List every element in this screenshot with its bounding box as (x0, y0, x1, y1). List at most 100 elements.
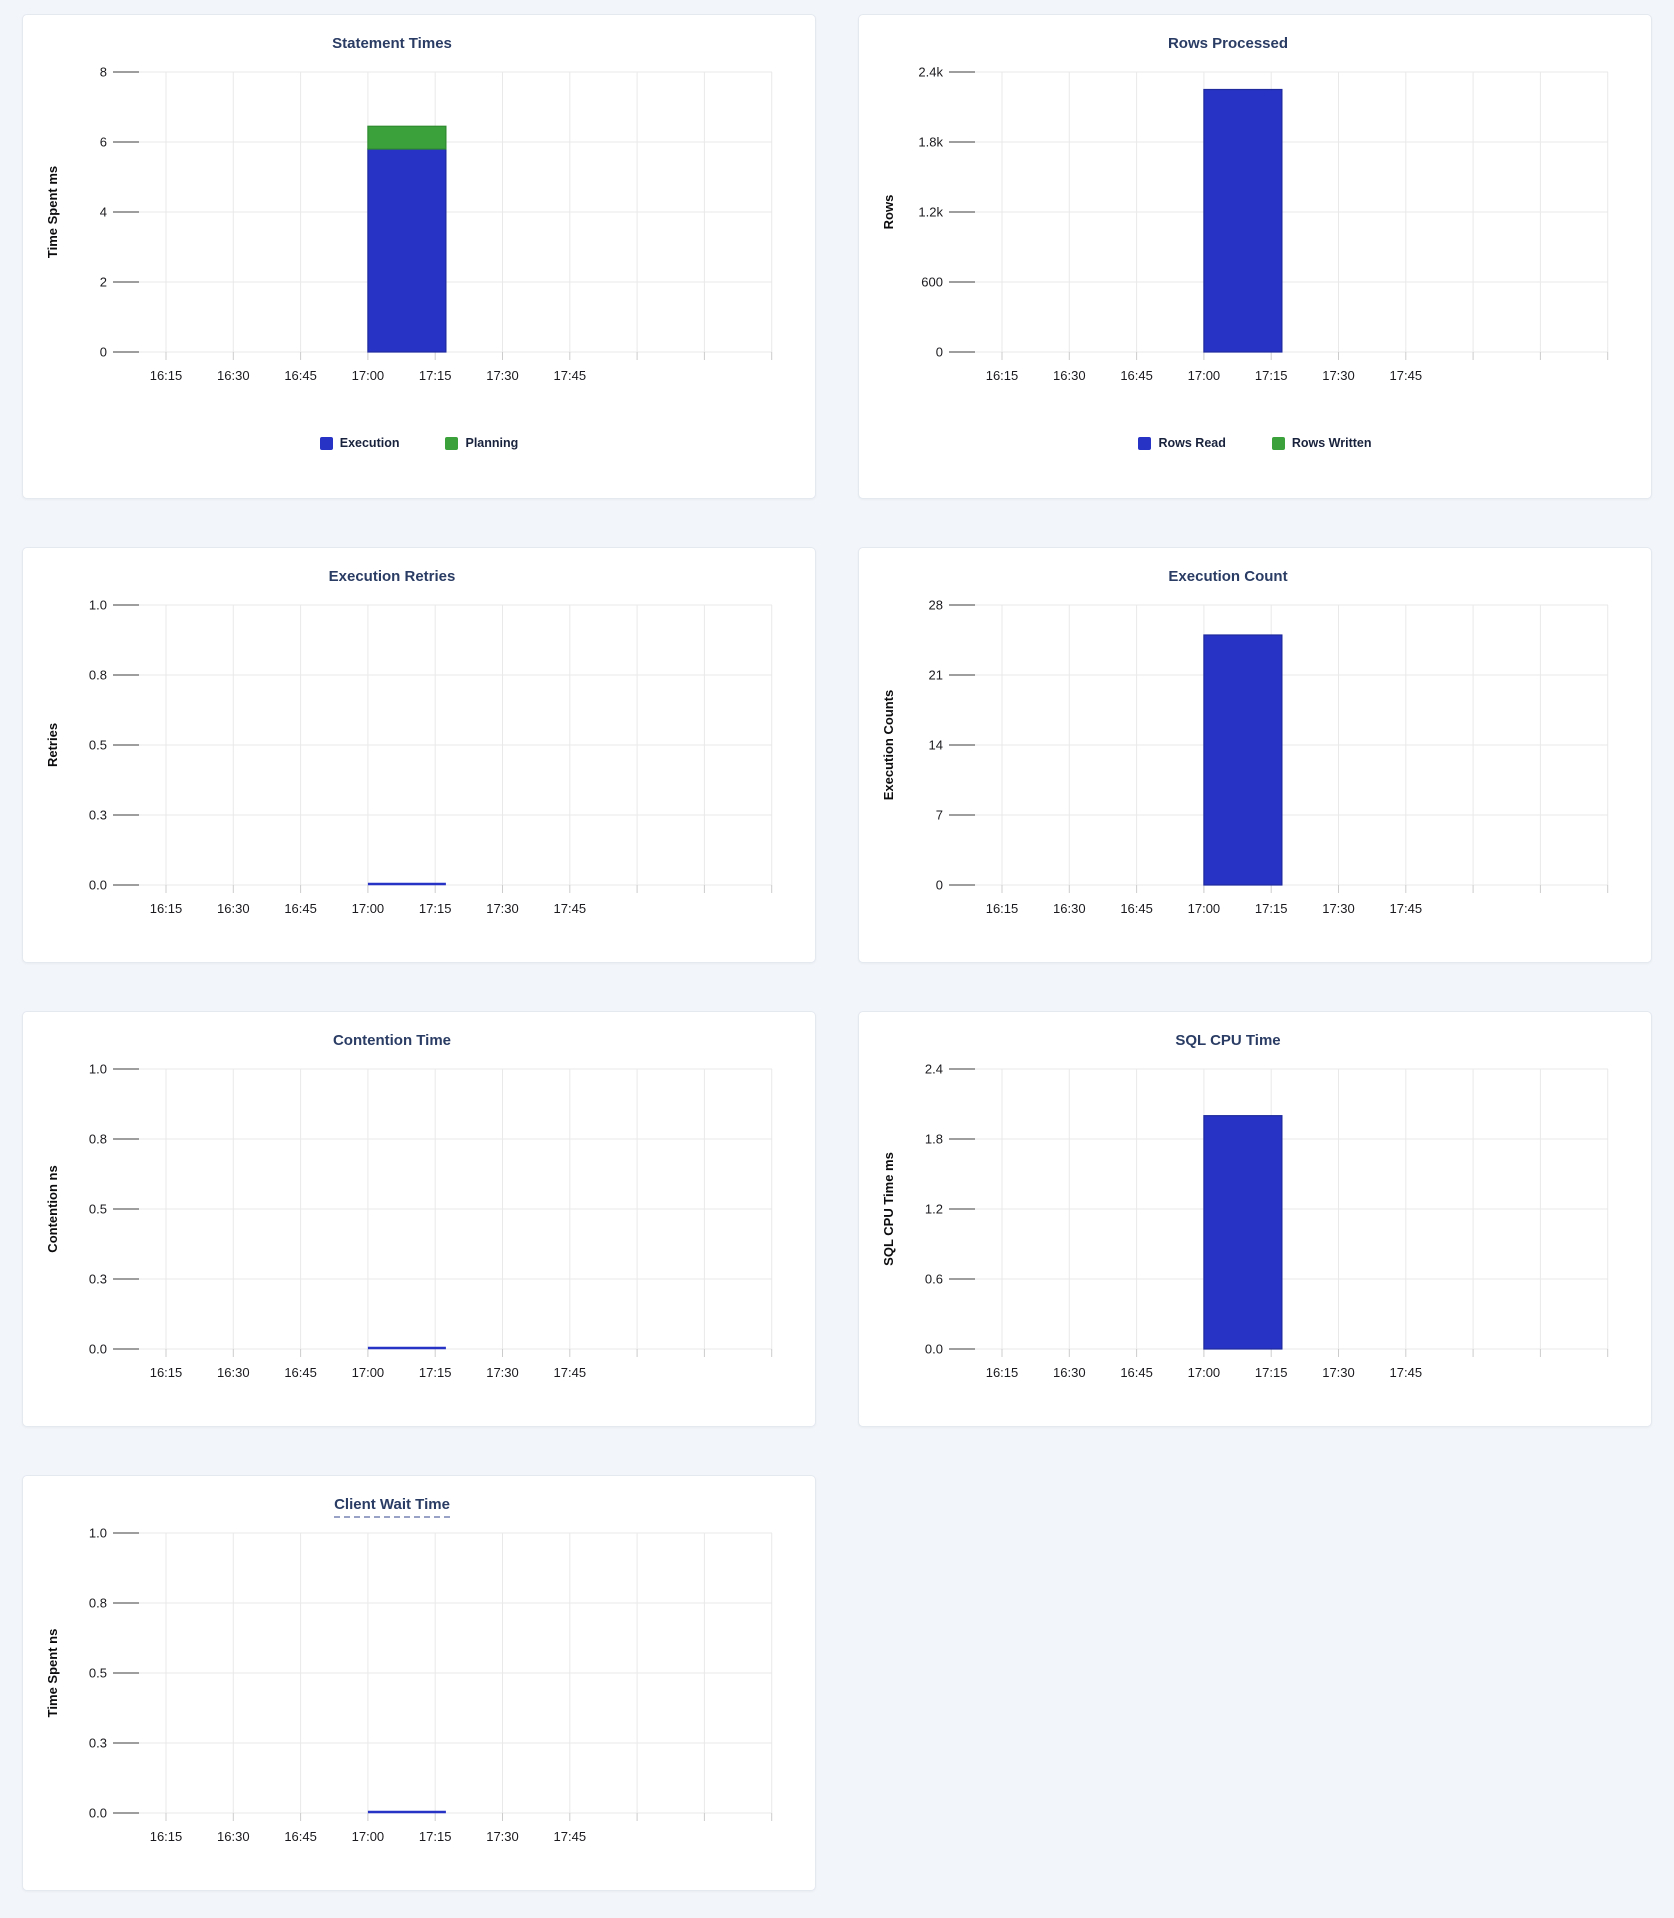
x-tick-label: 17:15 (1255, 368, 1288, 383)
x-tick-label: 16:15 (150, 1365, 183, 1380)
legend-label: Planning (465, 436, 519, 450)
bar-rows-read[interactable] (1203, 88, 1283, 353)
legend-item-execution[interactable]: Execution (319, 436, 400, 450)
legend-swatch (319, 436, 333, 450)
chart-card-execution-retries: Execution Retries 0.0 0.3 0.5 0.8 1.0 16:15 16… (22, 547, 816, 963)
x-tick-label: 17:45 (554, 1829, 587, 1844)
x-tick-label: 16:45 (284, 1829, 317, 1844)
y-tick-label: 1.0 (89, 1526, 107, 1541)
x-tick-label: 17:00 (1188, 901, 1221, 916)
statement-times-legend: Execution Planning (39, 436, 799, 450)
x-tick-label: 17:45 (1390, 1365, 1423, 1380)
x-tick-label: 17:45 (554, 901, 587, 916)
y-tick-label: 4 (100, 205, 107, 220)
x-tick-label: 17:30 (1322, 1365, 1355, 1380)
x-tick-label: 16:30 (217, 368, 250, 383)
y-axis-label: Execution Counts (881, 690, 896, 801)
chart-title-rows-processed: Rows Processed (1167, 35, 1289, 52)
legend-item-planning[interactable]: Planning (445, 436, 518, 450)
rows-processed-chart[interactable]: 0 600 1.2k 1.8k 2.4k 16:15 16:30 16:45 17:00 17:1… (875, 58, 1633, 392)
rows-processed-legend: Rows Read Rows Written (875, 436, 1635, 450)
y-axis-label: Contention ns (45, 1165, 60, 1252)
x-tick-label: 16:15 (986, 1365, 1019, 1380)
execution-retries-chart[interactable]: 0.0 0.3 0.5 0.8 1.0 16:15 16:30 16:45 17:00 17:15… (39, 591, 797, 925)
y-tick-label: 1.8k (918, 135, 943, 150)
x-tick-label: 16:30 (1053, 368, 1086, 383)
legend-label: Execution (339, 436, 400, 450)
y-tick-label: 0.5 (89, 1202, 107, 1217)
y-axis-label: Rows (881, 195, 896, 230)
y-tick-label: 0.8 (89, 1132, 107, 1147)
x-tick-label: 16:30 (1053, 1365, 1086, 1380)
x-tick-label: 17:30 (486, 901, 519, 916)
x-tick-label: 17:00 (352, 368, 385, 383)
statement-times-chart[interactable]: 0 2 4 6 8 16:15 16:30 16:45 17:00 17:15 17:30 17:45… (39, 58, 797, 392)
bar-execution-count[interactable] (1203, 634, 1283, 886)
x-tick-label: 17:15 (1255, 901, 1288, 916)
y-tick-label: 600 (921, 275, 943, 290)
y-tick-label: 1.0 (89, 1062, 107, 1077)
x-tick-label: 16:45 (284, 368, 317, 383)
y-tick-label: 0 (936, 878, 943, 893)
y-tick-label: 0.3 (89, 1736, 107, 1751)
chart-title-client-wait-time[interactable]: Client Wait Time (39, 1488, 745, 1519)
y-tick-label: 2.4k (918, 65, 943, 80)
legend-item-rows-read[interactable]: Rows Read (1138, 436, 1226, 450)
y-tick-label: 2 (100, 275, 107, 290)
y-tick-label: 0.0 (925, 1342, 943, 1357)
x-tick-label: 17:30 (486, 1829, 519, 1844)
contention-time-chart[interactable]: 0.0 0.3 0.5 0.8 1.0 16:15 16:30 16:45 17:00 17:15… (39, 1055, 797, 1389)
x-tick-label: 17:30 (486, 1365, 519, 1380)
bar-execution[interactable] (367, 148, 447, 353)
y-tick-label: 1.2 (925, 1202, 943, 1217)
x-tick-label: 17:15 (419, 1365, 452, 1380)
charts-grid: Statement Times 0 2 4 6 8 16:15 16:30 16:45 17:0… (22, 14, 1652, 1891)
y-tick-label: 0.5 (89, 1666, 107, 1681)
y-tick-label: 0.8 (89, 668, 107, 683)
legend-item-rows-written[interactable]: Rows Written (1271, 436, 1372, 450)
sql-cpu-time-chart[interactable]: 0.0 0.6 1.2 1.8 2.4 16:15 16:30 16:45 17:00 17:15… (875, 1055, 1633, 1389)
bar-planning[interactable] (367, 125, 447, 150)
chart-card-contention-time: Contention Time 0.0 0.3 0.5 0.8 1.0 16:15 16:3… (22, 1011, 816, 1427)
x-tick-label: 17:15 (419, 901, 452, 916)
x-tick-label: 16:15 (150, 1829, 183, 1844)
chart-card-sql-cpu-time: SQL CPU Time 0.0 0.6 1.2 1.8 2.4 16:15 16:30 16… (858, 1011, 1652, 1427)
y-axis-label: Time Spent ms (45, 166, 60, 258)
y-tick-label: 0.0 (89, 1342, 107, 1357)
y-tick-label: 0 (936, 345, 943, 360)
chart-card-execution-count: Execution Count 0 7 14 21 28 16:15 16:30 16:45 1… (858, 547, 1652, 963)
y-tick-label: 0.0 (89, 878, 107, 893)
x-tick-label: 17:30 (1322, 368, 1355, 383)
legend-swatch (1138, 436, 1152, 450)
y-tick-label: 8 (100, 65, 107, 80)
y-tick-label: 14 (929, 738, 943, 753)
x-tick-label: 16:15 (150, 901, 183, 916)
x-tick-label: 17:45 (554, 368, 587, 383)
x-tick-label: 17:45 (554, 1365, 587, 1380)
x-tick-label: 16:45 (1120, 368, 1153, 383)
x-tick-label: 17:00 (352, 1365, 385, 1380)
legend-label: Rows Read (1158, 436, 1226, 450)
chart-card-rows-processed: Rows Processed 0 600 1.2k 1.8k 2.4k 16:15 16:3… (858, 14, 1652, 499)
chart-title-sql-cpu-time: SQL CPU Time (1175, 1032, 1281, 1049)
y-tick-label: 1.8 (925, 1132, 943, 1147)
y-tick-label: 1.0 (89, 598, 107, 613)
x-tick-label: 17:15 (1255, 1365, 1288, 1380)
client-wait-time-chart[interactable]: 0.0 0.3 0.5 0.8 1.0 16:15 16:30 16:45 17:00 17:15… (39, 1519, 797, 1853)
x-tick-label: 17:30 (1322, 901, 1355, 916)
legend-swatch (1271, 436, 1285, 450)
execution-count-chart[interactable]: 0 7 14 21 28 16:15 16:30 16:45 17:00 17:15 17:30 17… (875, 591, 1633, 925)
x-tick-label: 17:00 (1188, 1365, 1221, 1380)
x-tick-label: 16:30 (217, 1365, 250, 1380)
x-tick-label: 17:30 (486, 368, 519, 383)
y-tick-label: 1.2k (918, 205, 943, 220)
x-tick-label: 17:00 (352, 1829, 385, 1844)
x-tick-label: 17:45 (1390, 368, 1423, 383)
chart-title-contention-time: Contention Time (332, 1032, 452, 1049)
x-tick-label: 17:45 (1390, 901, 1423, 916)
bar-sql-cpu-time[interactable] (1203, 1115, 1283, 1350)
y-tick-label: 0.6 (925, 1272, 943, 1287)
y-tick-label: 2.4 (925, 1062, 943, 1077)
x-tick-label: 16:45 (284, 1365, 317, 1380)
y-tick-label: 0.3 (89, 1272, 107, 1287)
